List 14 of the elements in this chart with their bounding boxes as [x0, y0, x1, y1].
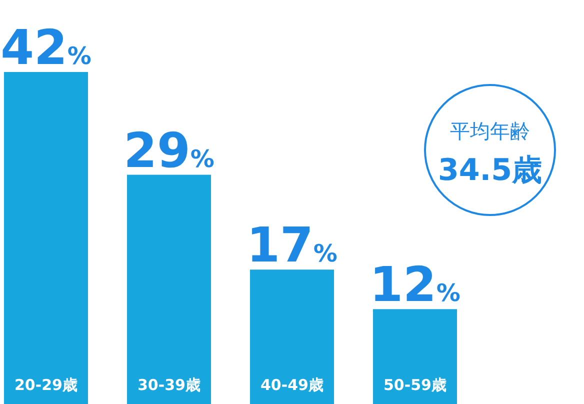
annotation: 34.5歳 — [438, 153, 542, 188]
bar — [4, 72, 88, 404]
x-tick-label: 30-39歳 — [138, 376, 200, 394]
x-tick-label: 50-59歳 — [384, 376, 446, 394]
data-label: 29% — [124, 122, 214, 179]
data-label: 17% — [246, 218, 338, 274]
bar — [373, 309, 457, 404]
bar — [127, 174, 211, 404]
x-tick-label: 40-49歳 — [260, 376, 324, 394]
data-label: 12% — [370, 257, 460, 314]
annotation: 平均年齢 — [450, 119, 530, 143]
data-label: 42% — [0, 20, 92, 76]
x-tick-label: 20-29歳 — [14, 376, 78, 394]
bar — [250, 270, 334, 404]
